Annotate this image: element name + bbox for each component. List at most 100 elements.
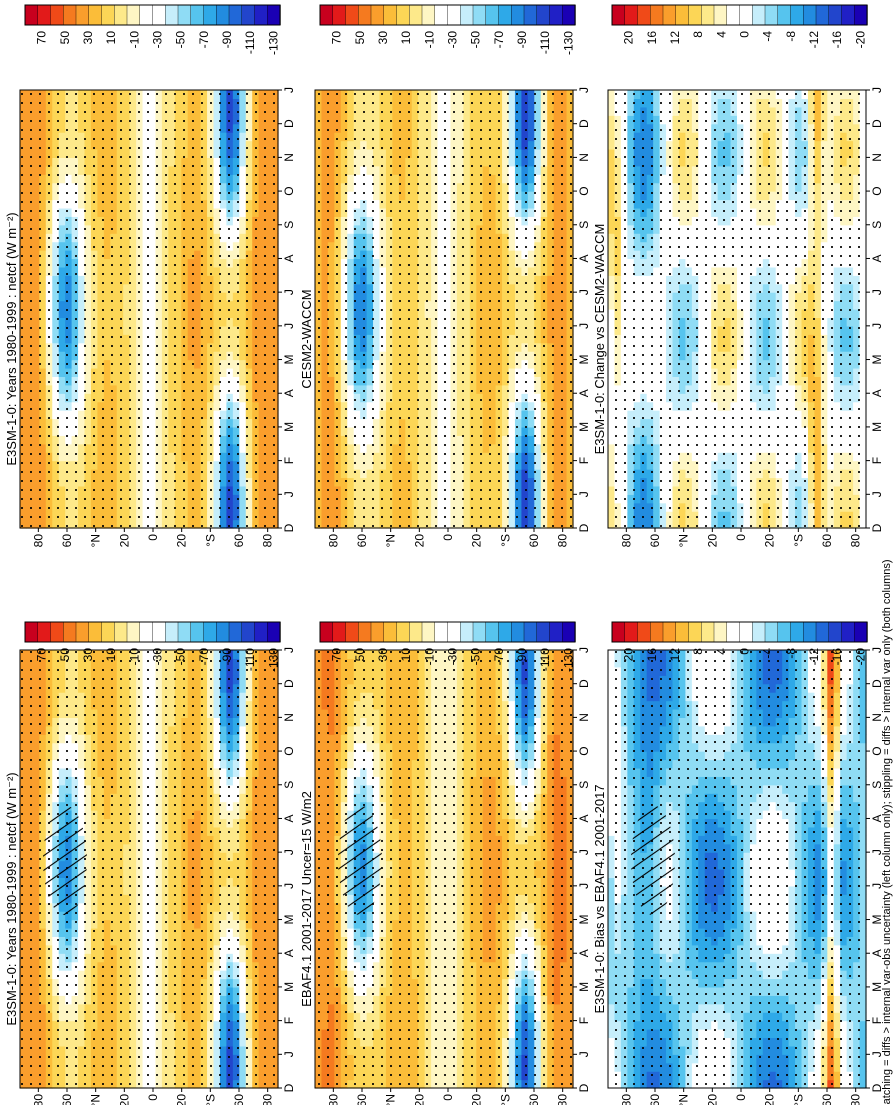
colorbar-tick-label: -30 [151,648,165,666]
colorbar-tick-label: 10 [104,648,118,662]
x-tick-label: O [282,186,296,195]
y-tick-label: 20 [175,534,189,548]
colorbar-swatch [254,4,268,26]
colorbar-swatch [152,4,166,26]
colorbar-tick-label: -90 [220,648,234,666]
x-tick-label: M [282,355,296,365]
panel-title: E3SM-1-0: Years 1980-1999 : netcf (W m⁻²… [4,772,19,1025]
colorbar-swatch [241,621,256,643]
x-tick-label: N [282,713,296,722]
colorbar-tick-label: 70 [35,31,49,45]
colorbar-swatch [75,4,90,26]
colorbar-swatch [228,621,243,643]
colorbar-tick-label: 30 [81,31,95,45]
y-tick-label: 20 [117,1094,131,1105]
colorbar-swatch [165,4,179,26]
colorbar-swatch [50,621,64,643]
colorbar-swatch [203,621,217,643]
x-tick-label: J [282,491,296,497]
colorbar-tick-label: -90 [220,31,234,49]
colorbar-swatch [216,621,230,643]
colorbar-tick-label: 70 [35,648,49,662]
y-tick-label: °S [203,1094,217,1105]
colorbar-swatch [203,4,217,26]
y-tick-label: 80 [261,1094,275,1105]
y-tick-label: 20 [117,534,131,548]
colorbar-swatch [50,4,64,26]
colorbar-tick-label: -110 [243,31,257,54]
x-tick-label: D [282,119,296,128]
y-tick-label: 60 [60,534,74,548]
plot-frame [19,89,279,529]
x-tick-label: D [282,523,296,532]
colorbar-swatch [139,4,154,26]
colorbar-swatch [126,621,141,643]
colorbar-swatch [88,4,103,26]
x-tick-label: J [282,323,296,329]
colorbar-tick-label: -130 [266,648,280,672]
colorbar-swatch [190,621,205,643]
colorbar-tick-label: 30 [81,648,95,662]
x-tick-label: D [282,679,296,688]
x-tick-label: J [282,1051,296,1057]
colorbar-swatch [75,621,90,643]
y-tick-label: 0 [146,534,160,541]
colorbar-frame [24,621,281,643]
x-tick-label: O [282,746,296,755]
colorbar-swatch [114,621,128,643]
colorbar: 70 50 30 10 -10 -30 -50 -70 -90 -110 -130 [24,4,281,55]
colorbar-swatch [24,621,39,643]
y-tick-label: 80 [31,534,45,548]
colorbar-swatch [190,4,205,26]
x-tick-label: F [282,457,296,464]
y-tick-label: 60 [232,534,246,548]
colorbar: 70 50 30 10 -10 -30 -50 -70 -90 -110 -130 [24,621,281,672]
x-tick-label: A [282,254,296,262]
x-tick-label: M [282,982,296,992]
colorbar-tick-label: -50 [174,31,188,49]
colorbar-swatch [88,621,103,643]
colorbar-swatch [177,621,192,643]
colorbar-swatch [101,4,115,26]
y-tick-label: 80 [31,1094,45,1105]
colorbar-swatch [228,4,243,26]
x-tick-label: J [282,849,296,855]
colorbar-swatch [267,4,281,26]
colorbar-swatch [63,621,77,643]
x-tick-label: N [282,153,296,162]
colorbar-tick-label: -10 [127,648,141,666]
stippling-overlay [20,90,278,528]
y-tick-label: °N [89,534,103,547]
colorbar-tick-label: -70 [197,648,211,666]
colorbar-swatch [37,621,52,643]
colorbar-tick-label: -110 [243,648,257,671]
colorbar-swatch [152,621,166,643]
colorbar-swatch [177,4,192,26]
y-tick-label: 20 [175,1094,189,1105]
colorbar-tick-label: 50 [58,648,72,662]
y-tick-label: °S [203,534,217,547]
panel-title: E3SM-1-0: Years 1980-1999 : netcf (W m⁻²… [4,212,19,465]
colorbar-swatch [216,4,230,26]
x-tick-label: J [282,87,296,93]
colorbar-swatch [37,4,52,26]
x-tick-label: A [282,814,296,822]
x-tick-label: D [282,1083,296,1092]
colorbar-swatch [63,4,77,26]
colorbar-swatch [241,4,256,26]
x-tick-label: S [282,781,296,789]
colorbar-tick-label: -10 [127,31,141,49]
colorbar-tick-label: -130 [266,31,280,55]
y-tick-label: 0 [146,1094,160,1101]
colorbar-tick-label: 10 [104,31,118,45]
y-tick-label: 60 [232,1094,246,1105]
x-tick-label: J [282,647,296,653]
colorbar-swatch [165,621,179,643]
colorbar-swatch [254,621,268,643]
colorbar-swatch [126,4,141,26]
x-tick-label: J [282,883,296,889]
x-tick-label: J [282,289,296,295]
